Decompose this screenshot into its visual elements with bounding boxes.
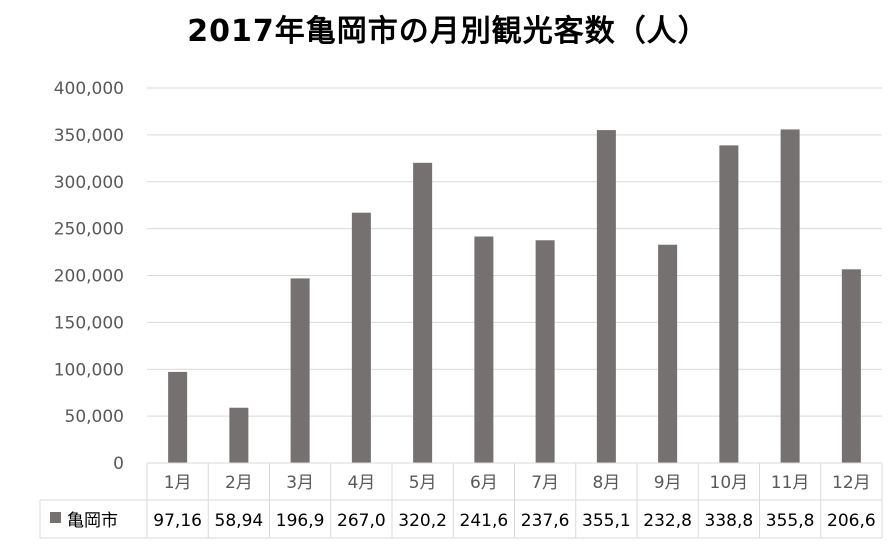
bar bbox=[780, 129, 800, 463]
data-table-value: 355,8 bbox=[766, 511, 815, 531]
data-table-value: 97,16 bbox=[153, 511, 202, 531]
y-tick-label: 100,000 bbox=[54, 360, 124, 380]
data-table-value: 338,8 bbox=[705, 511, 754, 531]
data-table-value: 237,6 bbox=[521, 511, 570, 531]
legend-swatch bbox=[50, 512, 61, 523]
bar bbox=[351, 212, 371, 463]
category-label: 10月 bbox=[710, 473, 749, 493]
bar bbox=[474, 236, 494, 463]
y-tick-label: 0 bbox=[113, 454, 124, 474]
y-axis-ticks: 0 50,000 100,000 150,000 200,000 250,000 300,0… bbox=[54, 79, 124, 474]
data-table-value: 241,6 bbox=[460, 511, 509, 531]
category-label: 9月 bbox=[654, 473, 682, 493]
bar bbox=[841, 269, 861, 463]
y-tick-label: 300,000 bbox=[54, 173, 124, 193]
bar bbox=[229, 407, 249, 463]
data-table-value: 232,8 bbox=[643, 511, 692, 531]
category-label: 5月 bbox=[409, 473, 437, 493]
bars bbox=[168, 129, 861, 463]
category-label: 11月 bbox=[771, 473, 810, 493]
data-table-value: 58,94 bbox=[215, 511, 264, 531]
category-label: 12月 bbox=[832, 473, 871, 493]
data-table-value: 355,1 bbox=[582, 511, 631, 531]
data-table-value: 196,9 bbox=[276, 511, 325, 531]
bar bbox=[658, 244, 678, 463]
y-tick-label: 50,000 bbox=[65, 407, 124, 427]
y-tick-label: 200,000 bbox=[54, 267, 124, 287]
y-tick-label: 400,000 bbox=[54, 79, 124, 99]
data-table-value: 267,0 bbox=[337, 511, 386, 531]
bar bbox=[596, 130, 616, 463]
data-table-value: 320,2 bbox=[398, 511, 447, 531]
y-tick-label: 150,000 bbox=[54, 313, 124, 333]
bar bbox=[535, 240, 555, 463]
series-name: 亀岡市 bbox=[67, 511, 118, 531]
category-label: 6月 bbox=[470, 473, 498, 493]
category-label: 7月 bbox=[531, 473, 559, 493]
category-label: 4月 bbox=[347, 473, 375, 493]
category-label: 8月 bbox=[592, 473, 620, 493]
bar bbox=[719, 145, 739, 463]
bar bbox=[290, 278, 310, 463]
y-tick-label: 350,000 bbox=[54, 126, 124, 146]
y-tick-label: 250,000 bbox=[54, 220, 124, 240]
bar bbox=[413, 162, 433, 463]
bar bbox=[168, 371, 188, 463]
category-label: 3月 bbox=[286, 473, 314, 493]
chart-title: 2017年亀岡市の月別観光客数（人） bbox=[187, 14, 709, 49]
gridlines bbox=[147, 87, 882, 464]
category-label: 2月 bbox=[225, 473, 253, 493]
data-table-value: 206,6 bbox=[827, 511, 876, 531]
category-label: 1月 bbox=[164, 473, 192, 493]
